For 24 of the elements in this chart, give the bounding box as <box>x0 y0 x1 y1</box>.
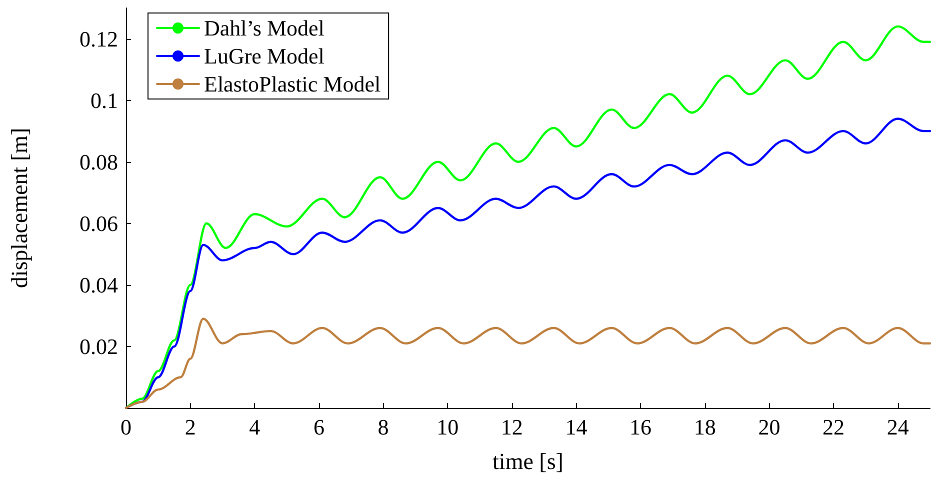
x-axis-title: time [s] <box>492 449 564 474</box>
x-tick-label: 24 <box>886 414 909 440</box>
x-tick-label: 4 <box>249 414 260 440</box>
x-tick-label: 12 <box>500 414 523 440</box>
y-tick-label: 0.08 <box>80 149 118 174</box>
y-tick-label: 0.1 <box>90 88 118 113</box>
x-tick-label: 10 <box>436 414 459 440</box>
y-tick-label: 0.12 <box>80 26 118 52</box>
x-tick-label: 8 <box>378 414 389 440</box>
y-tick-label: 0.06 <box>80 210 118 236</box>
x-tick-label: 18 <box>694 414 716 440</box>
y-tick-label: 0.02 <box>80 334 118 359</box>
x-tick-label: 16 <box>630 414 652 440</box>
x-tick-label: 2 <box>184 414 196 440</box>
y-axis-title: displacement [m] <box>7 128 32 288</box>
x-tick-label: 20 <box>758 414 780 440</box>
legend-label: ElastoPlastic Model <box>204 72 381 96</box>
x-tick-label: 0 <box>120 414 132 440</box>
x-tick-label: 14 <box>565 414 588 440</box>
y-tick-label: 0.04 <box>80 272 118 298</box>
x-tick-label: 6 <box>313 414 324 440</box>
x-tick-label: 22 <box>822 414 845 440</box>
legend-label: LuGre Model <box>204 44 324 68</box>
legend-label: Dahl’s Model <box>204 16 324 40</box>
